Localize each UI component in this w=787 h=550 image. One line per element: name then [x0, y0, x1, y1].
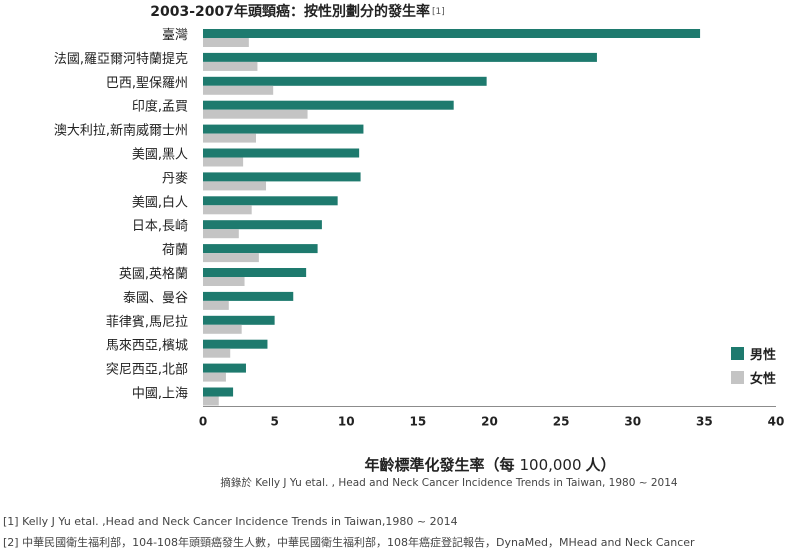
bar-male-2 [203, 76, 487, 86]
category-label-6: 丹麥 [162, 170, 188, 186]
category-label-4: 澳大利拉,新南威爾士州 [54, 123, 188, 139]
bar-female-6 [203, 181, 267, 191]
x-tick-15: 15 [410, 414, 427, 428]
x-tick-25: 25 [553, 414, 570, 428]
bar-female-12 [203, 324, 242, 334]
legend-swatch-female [731, 371, 744, 384]
category-label-2: 巴西,聖保羅州 [106, 76, 188, 91]
x-axis-ticks: 0 5 10 15 20 25 30 35 40 [199, 414, 785, 428]
bar-female-8 [203, 229, 239, 239]
footnote-1: [1] Kelly J Yu etal. ,Head and Neck Canc… [3, 515, 458, 528]
category-label-3: 印度,孟買 [132, 99, 188, 115]
x-axis-label-number: 100,000 [519, 456, 581, 474]
x-tick-40: 40 [768, 414, 785, 428]
category-label-11: 泰國、曼谷 [123, 291, 188, 306]
footnote-2: [2] 中華民國衛生福利部，104-108年頭頸癌發生人數，中華民國衛生福利部，… [3, 536, 695, 549]
x-tick-10: 10 [338, 414, 355, 428]
bar-female-13 [203, 348, 231, 358]
category-label-7: 美國,白人 [132, 194, 188, 210]
category-label-0: 臺灣 [162, 28, 188, 43]
bars-group [203, 29, 701, 406]
category-label-1: 法國,羅亞爾河特蘭提克 [54, 51, 188, 67]
x-tick-30: 30 [624, 414, 641, 428]
bar-male-4 [203, 124, 364, 134]
category-label-13: 馬來西亞,檳城 [106, 339, 188, 354]
source-note: 摘錄於 Kelly J Yu etal. , Head and Neck Can… [220, 476, 678, 489]
bar-male-1 [203, 52, 597, 62]
bar-male-6 [203, 172, 361, 182]
bar-male-9 [203, 244, 318, 254]
bar-male-15 [203, 387, 234, 397]
category-label-8: 日本,長崎 [132, 219, 188, 234]
legend-label-female: 女性 [750, 371, 776, 387]
bar-female-2 [203, 85, 274, 95]
bar-female-11 [203, 300, 229, 310]
x-tick-20: 20 [481, 414, 498, 428]
bar-male-5 [203, 148, 360, 158]
x-tick-0: 0 [199, 414, 207, 428]
bar-female-14 [203, 372, 226, 382]
bar-male-10 [203, 268, 307, 277]
bar-male-14 [203, 363, 246, 373]
bar-male-7 [203, 196, 338, 206]
category-label-14: 突尼西亞,北部 [106, 362, 188, 378]
bar-female-1 [203, 61, 258, 71]
bar-female-9 [203, 253, 259, 263]
bar-male-11 [203, 291, 294, 301]
category-label-9: 荷蘭 [162, 242, 188, 258]
category-labels: 臺灣法國,羅亞爾河特蘭提克巴西,聖保羅州印度,孟買澳大利拉,新南威爾士州美國,黑… [54, 28, 188, 402]
bar-female-0 [203, 38, 249, 47]
category-label-12: 菲律賓,馬尼拉 [106, 314, 188, 330]
chart-title: 2003-2007年頭頸癌：按性別劃分的發生率 [150, 3, 430, 20]
bar-female-10 [203, 277, 245, 286]
bar-male-12 [203, 315, 275, 325]
bar-male-0 [203, 29, 701, 38]
x-tick-5: 5 [270, 414, 278, 428]
category-label-10: 英國,英格蘭 [119, 266, 188, 282]
category-label-15: 中國,上海 [132, 387, 188, 402]
bar-female-4 [203, 133, 257, 143]
legend-label-male: 男性 [750, 347, 776, 363]
x-axis-label-end: 人） [586, 456, 616, 474]
bar-male-3 [203, 100, 454, 110]
bar-female-5 [203, 157, 244, 167]
bar-female-7 [203, 205, 252, 215]
legend-swatch-male [731, 347, 744, 360]
x-axis-label: 年齡標準化發生率（每 100,000 人） [364, 456, 615, 474]
x-tick-35: 35 [696, 414, 713, 428]
bar-female-3 [203, 109, 308, 119]
x-axis-label-main: 年齡標準化發生率（每 [364, 456, 514, 474]
category-label-5: 美國,黑人 [132, 148, 188, 163]
chart-title-ref: [1] [432, 7, 445, 17]
bar-male-8 [203, 220, 322, 230]
bar-female-15 [203, 396, 219, 406]
bar-male-13 [203, 339, 268, 349]
